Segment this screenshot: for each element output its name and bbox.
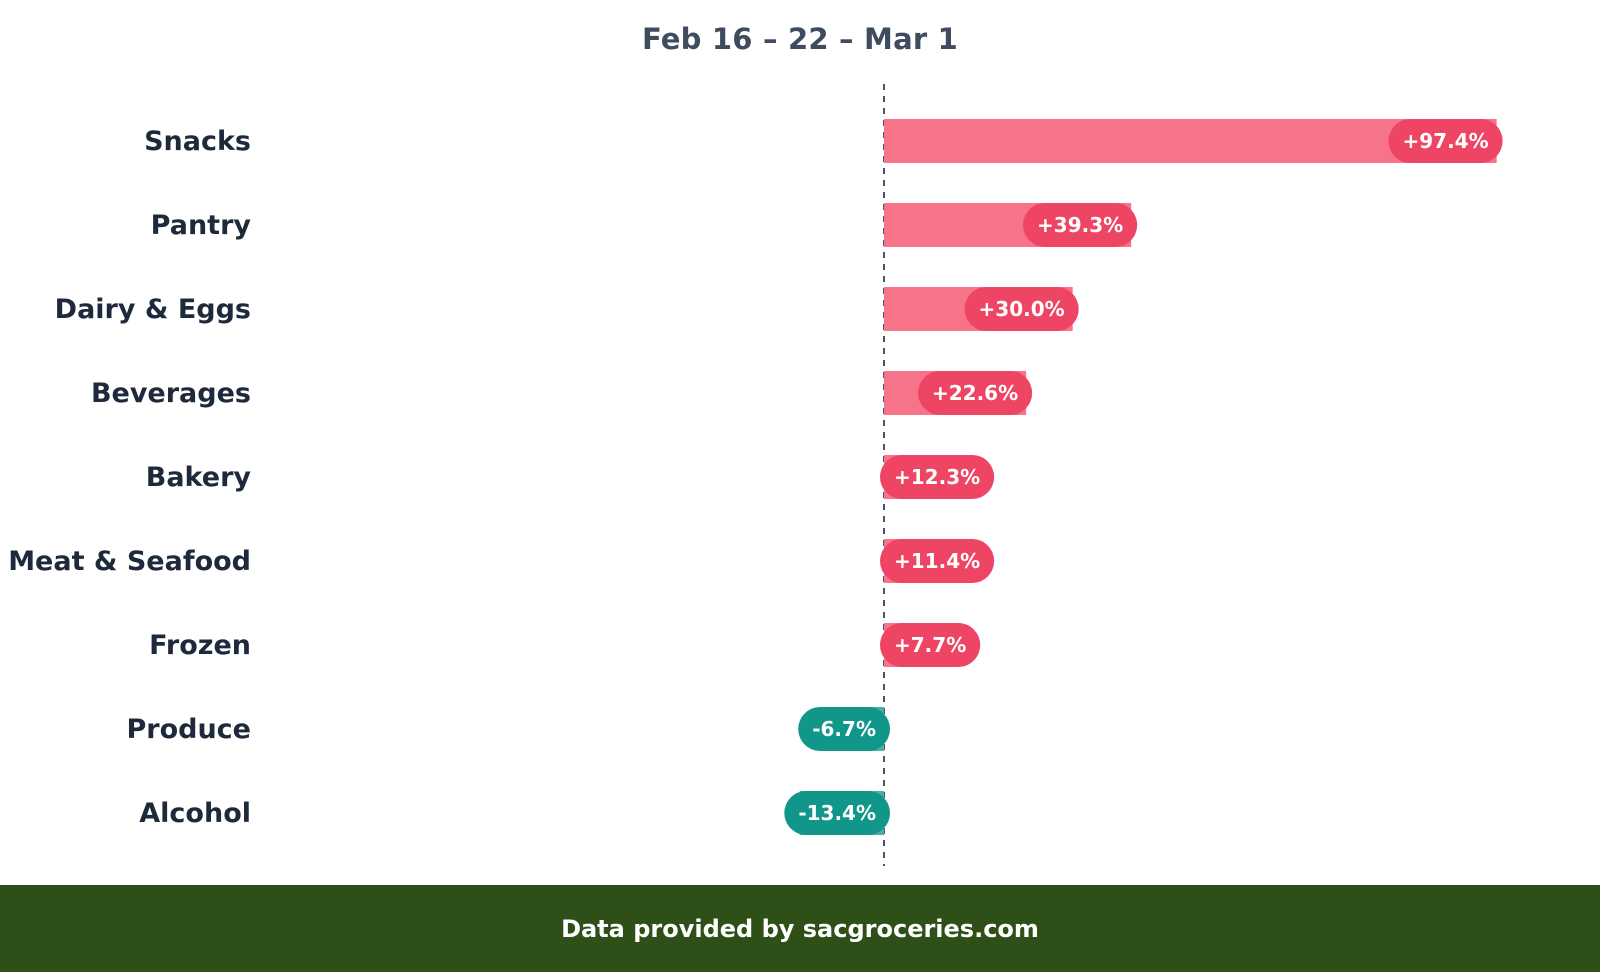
data-label: +22.6% — [932, 381, 1018, 405]
data-label-pill — [964, 287, 1079, 331]
footer-credit: Data provided by sacgroceries.com — [561, 914, 1039, 943]
data-label: -13.4% — [798, 801, 876, 825]
category-label: Meat & Seafood — [8, 546, 251, 577]
category-label: Snacks — [144, 126, 251, 157]
category-label: Bakery — [146, 462, 252, 493]
data-label: +39.3% — [1037, 213, 1123, 237]
data-label: +11.4% — [894, 549, 980, 573]
footer-banner: Data provided by sacgroceries.com — [0, 885, 1600, 972]
data-labels: +97.4% +39.3% +30.0% +22.6% +12.3% +11.4% +7.7… — [784, 119, 1503, 835]
category-label: Beverages — [91, 378, 251, 409]
data-label-pill — [880, 455, 995, 499]
data-label: +12.3% — [894, 465, 980, 489]
data-label: +30.0% — [979, 297, 1065, 321]
chart-title: Feb 16 – 22 – Mar 1 — [641, 22, 959, 56]
data-label-pill — [1388, 119, 1503, 163]
data-label-pill — [880, 623, 981, 667]
data-label: +97.4% — [1402, 129, 1488, 153]
data-label-pill — [798, 707, 890, 751]
data-label-pill — [917, 371, 1033, 415]
category-label: Dairy & Eggs — [55, 294, 251, 325]
category-label: Frozen — [149, 630, 251, 661]
category-label: Pantry — [151, 210, 252, 241]
data-label: -6.7% — [812, 717, 876, 741]
bar-chart: +97.4% +39.3% +30.0% +22.6% +12.3% +11.4% +7.7… — [8, 84, 1503, 866]
data-label-pill — [1023, 203, 1138, 247]
category-label: Alcohol — [139, 798, 251, 829]
data-label-pill — [880, 539, 995, 583]
data-label: +7.7% — [894, 633, 966, 657]
category-labels: Snacks Pantry Dairy & Eggs Beverages Bakery M… — [8, 126, 251, 829]
category-label: Produce — [126, 714, 251, 745]
data-label-pill — [784, 791, 890, 835]
